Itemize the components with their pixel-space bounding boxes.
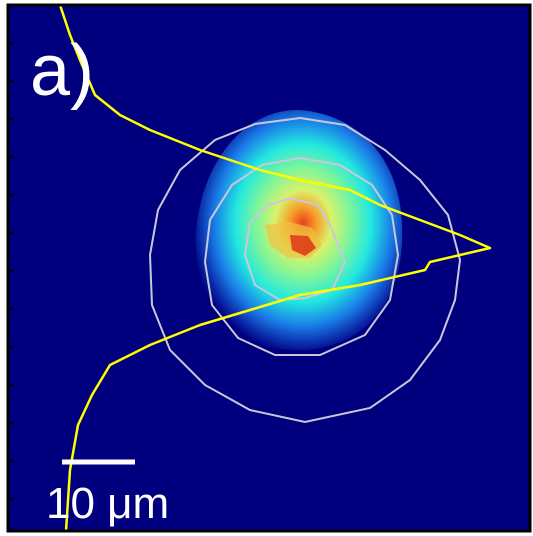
scale-bar-label: 10 μm (46, 479, 169, 528)
panel-label: a) (30, 31, 94, 111)
figure-panel: a) 10 μm (0, 0, 533, 536)
